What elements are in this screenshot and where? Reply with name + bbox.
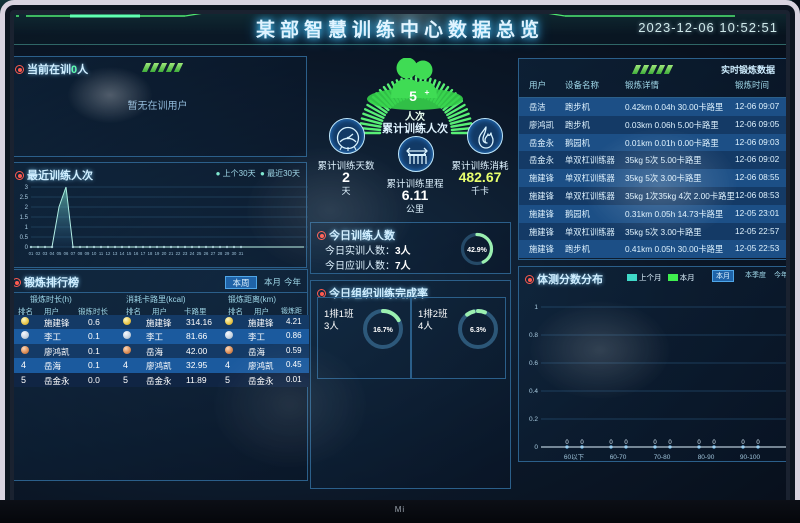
svg-text:30: 30	[232, 251, 237, 256]
svg-text:11: 11	[99, 251, 104, 256]
svg-text:16.7%: 16.7%	[373, 327, 394, 334]
svg-text:42.9%: 42.9%	[467, 247, 488, 254]
svg-text:0.5: 0.5	[20, 235, 29, 241]
svg-text:07: 07	[71, 251, 76, 256]
svg-text:20: 20	[162, 251, 167, 256]
svg-text:90-100: 90-100	[740, 454, 761, 461]
svg-text:0.4: 0.4	[529, 388, 538, 395]
svg-text:0: 0	[609, 440, 613, 446]
svg-text:01: 01	[29, 251, 34, 256]
svg-text:0: 0	[534, 444, 538, 451]
svg-text:0: 0	[653, 440, 657, 446]
svg-text:23: 23	[183, 251, 188, 256]
svg-text:0: 0	[697, 440, 701, 446]
svg-text:21: 21	[169, 251, 174, 256]
svg-text:0: 0	[668, 440, 672, 446]
svg-text:17: 17	[141, 251, 146, 256]
svg-text:06: 06	[64, 251, 69, 256]
svg-text:+: +	[425, 87, 430, 97]
svg-text:31: 31	[239, 251, 244, 256]
svg-text:29: 29	[225, 251, 230, 256]
svg-text:14: 14	[120, 251, 125, 256]
svg-text:05: 05	[57, 251, 62, 256]
svg-text:0: 0	[756, 440, 760, 446]
svg-text:2: 2	[25, 205, 29, 211]
svg-text:2.5: 2.5	[20, 195, 29, 201]
svg-text:0: 0	[712, 440, 716, 446]
svg-text:60以下: 60以下	[564, 453, 585, 461]
svg-text:04: 04	[50, 251, 55, 256]
svg-text:80-90: 80-90	[698, 454, 715, 461]
svg-text:0: 0	[565, 440, 569, 446]
svg-text:22: 22	[176, 251, 181, 256]
svg-text:02: 02	[36, 251, 41, 256]
svg-text:19: 19	[155, 251, 160, 256]
svg-text:0.6: 0.6	[529, 360, 538, 367]
svg-text:1: 1	[534, 304, 538, 311]
svg-text:0: 0	[741, 440, 745, 446]
svg-text:15: 15	[127, 251, 132, 256]
svg-text:70-80: 70-80	[654, 454, 671, 461]
svg-text:0: 0	[624, 440, 628, 446]
svg-text:27: 27	[211, 251, 216, 256]
svg-text:12: 12	[106, 251, 111, 256]
svg-text:03: 03	[43, 251, 48, 256]
svg-text:0: 0	[580, 440, 584, 446]
svg-text:1: 1	[25, 225, 29, 231]
svg-text:0.2: 0.2	[529, 416, 538, 423]
svg-text:18: 18	[148, 251, 153, 256]
svg-text:1.5: 1.5	[20, 215, 29, 221]
svg-text:60-70: 60-70	[610, 454, 627, 461]
svg-text:28: 28	[218, 251, 223, 256]
svg-text:09: 09	[85, 251, 90, 256]
svg-text:10: 10	[92, 251, 97, 256]
svg-text:3: 3	[25, 185, 29, 191]
svg-text:26: 26	[204, 251, 209, 256]
svg-text:24: 24	[190, 251, 195, 256]
svg-text:08: 08	[78, 251, 83, 256]
svg-text:13: 13	[113, 251, 118, 256]
svg-text:6.3%: 6.3%	[470, 327, 487, 334]
svg-text:16: 16	[134, 251, 139, 256]
svg-text:0.8: 0.8	[529, 332, 538, 339]
svg-text:25: 25	[197, 251, 202, 256]
svg-text:5: 5	[409, 88, 417, 104]
